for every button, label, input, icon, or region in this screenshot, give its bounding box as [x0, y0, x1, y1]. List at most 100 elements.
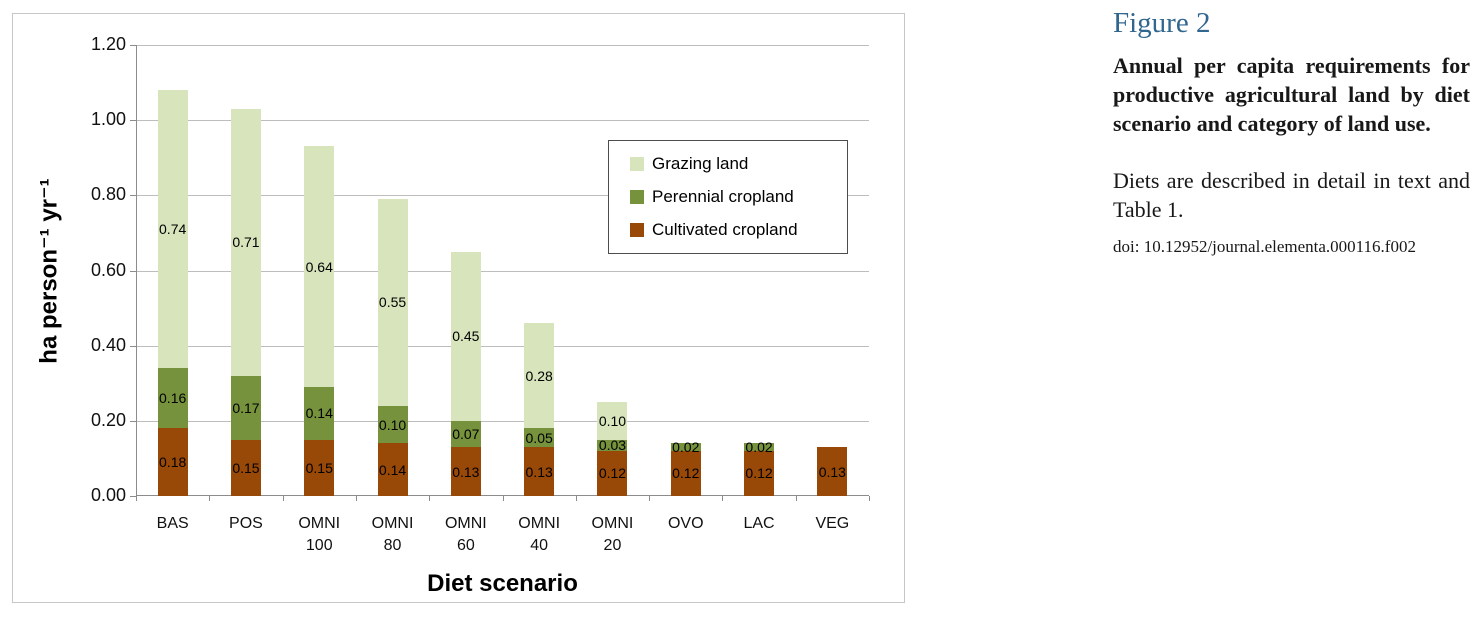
- x-category-label: OMNI 40: [518, 515, 561, 554]
- y-tick-label: 0.40: [90, 334, 126, 355]
- bar-value-label: 0.10: [598, 412, 627, 429]
- chart-legend: Grazing land Perennial cropland Cultivated…: [608, 140, 848, 254]
- plot-area: 0.18 0.16 0.74 0.15 0.17 0.71 0.15 0.14 0.64 0.14…: [130, 45, 870, 501]
- bar-value-label: 0.28: [525, 367, 553, 384]
- bar-value-label: 0.15: [232, 459, 260, 476]
- y-tick-label: 0.20: [90, 409, 126, 430]
- x-axis-tick: [575, 496, 577, 501]
- figure-label: Figure 2: [1113, 7, 1211, 39]
- bar-value-label: 0.10: [378, 416, 407, 433]
- caption-description: Diets are described in detail in text an…: [1113, 167, 1470, 222]
- bar-value-label: 0.64: [305, 258, 333, 275]
- x-category-label: OMNI 20: [591, 515, 634, 554]
- bar-value-label: 0.13: [452, 463, 480, 480]
- bar-value-label: 0.12: [745, 465, 773, 482]
- bar-segment: 0.03: [597, 437, 628, 454]
- bar-segment: 0.71: [230, 108, 261, 376]
- bar-segment: 0.13: [817, 447, 848, 496]
- bar-segment: 0.13: [450, 447, 481, 496]
- y-axis-tick: [130, 195, 136, 197]
- bar-segment: 0.17: [230, 375, 261, 440]
- x-axis-tick: [502, 496, 504, 501]
- x-axis-line: [136, 495, 869, 496]
- bar-value-label: 0.45: [452, 328, 480, 345]
- y-tick-label: 0.80: [90, 184, 126, 205]
- gridline: [136, 345, 869, 347]
- bar-segment: 0.12: [670, 450, 701, 496]
- x-axis-tick: [282, 496, 284, 501]
- legend-swatch-icon: [630, 190, 644, 204]
- bar-value-label: 0.74: [159, 221, 187, 238]
- x-category-label: OMNI 80: [371, 515, 414, 554]
- bar-segment: 0.12: [744, 450, 775, 496]
- bar-segment: 0.18: [157, 428, 188, 496]
- legend-item: Cultivated cropland: [630, 220, 841, 240]
- x-category-label: LAC: [743, 515, 775, 532]
- legend-swatch-icon: [630, 157, 644, 171]
- bar-value-label: 0.02: [672, 439, 700, 456]
- x-axis-tick: [795, 496, 797, 501]
- y-axis-tick: [130, 45, 136, 46]
- y-axis-tick: [130, 345, 136, 347]
- bar-segment: 0.10: [377, 405, 408, 444]
- bar-value-label: 0.15: [305, 459, 333, 476]
- caption-title: Annual per capita requirements for produ…: [1113, 52, 1470, 137]
- x-axis-tick: [355, 496, 357, 501]
- legend-swatch-icon: [630, 223, 644, 237]
- bar-segment: 0.55: [377, 199, 408, 406]
- legend-item: Perennial cropland: [630, 187, 841, 207]
- bar-value-label: 0.13: [818, 463, 846, 480]
- bar-value-label: 0.13: [525, 463, 553, 480]
- x-category-label: VEG: [815, 515, 850, 532]
- bar-value-label: 0.07: [452, 425, 480, 442]
- y-axis-tick: [130, 120, 136, 122]
- bar-value-label: 0.18: [159, 454, 187, 471]
- gridline: [136, 195, 869, 197]
- bar-segment: 0.02: [670, 439, 701, 455]
- x-axis-tick: [209, 496, 211, 501]
- bar-segment: 0.45: [450, 251, 481, 421]
- bar-value-label: 0.12: [672, 465, 700, 482]
- bar-value-label: 0.16: [159, 390, 187, 407]
- y-tick-label: 1.00: [90, 109, 126, 130]
- x-category-label: OMNI 60: [444, 515, 487, 554]
- y-axis-tick: [130, 420, 136, 422]
- y-axis-tick: [130, 496, 136, 497]
- y-tick-label: 0.00: [90, 485, 126, 505]
- bar-value-label: 0.02: [745, 439, 773, 456]
- legend-item: Grazing land: [630, 154, 841, 174]
- x-category-label: POS: [229, 515, 263, 532]
- bar-segment: 0.10: [597, 402, 628, 440]
- bar-segment: 0.12: [597, 450, 628, 496]
- y-axis-tick: [130, 270, 136, 272]
- bar-segment: 0.14: [304, 387, 335, 440]
- figure-chart-panel: ha person⁻¹ yr⁻¹ 0.18 0.16 0.74 0.15 0.17 0.7…: [12, 13, 905, 603]
- caption-doi: doi: 10.12952/journal.elementa.000116.f0…: [1113, 237, 1416, 257]
- bar-segment: 0.16: [157, 368, 188, 429]
- y-tick-label: 1.20: [90, 34, 126, 54]
- x-axis-tick: [136, 496, 137, 501]
- bar-value-label: 0.71: [232, 234, 260, 251]
- x-axis-title: Diet scenario: [427, 570, 578, 597]
- gridline: [136, 45, 869, 46]
- x-axis-tick: [429, 496, 431, 501]
- bar-segment: 0.28: [524, 323, 555, 429]
- bar-segment: 0.15: [230, 439, 261, 496]
- x-category-label: BAS: [156, 515, 189, 532]
- gridline: [136, 120, 869, 122]
- bar-value-label: 0.14: [378, 461, 407, 478]
- x-category-label: OMNI 100: [298, 515, 341, 554]
- x-axis-tick: [722, 496, 724, 501]
- bar-segment: 0.05: [524, 428, 555, 448]
- bar-value-label: 0.12: [598, 465, 627, 482]
- x-axis-tick: [869, 496, 870, 501]
- bar-segment: 0.64: [304, 146, 335, 387]
- bar-value-label: 0.55: [378, 294, 407, 311]
- figure-caption: Figure 2 Annual per capita requirements …: [1113, 7, 1470, 257]
- bar-value-label: 0.17: [232, 399, 260, 416]
- bar-segment: 0.07: [450, 420, 481, 448]
- bar-value-label: 0.14: [305, 405, 333, 422]
- x-category-label: OVO: [667, 515, 704, 532]
- bar-value-label: 0.03: [598, 437, 627, 454]
- bar-segment: 0.15: [304, 439, 335, 496]
